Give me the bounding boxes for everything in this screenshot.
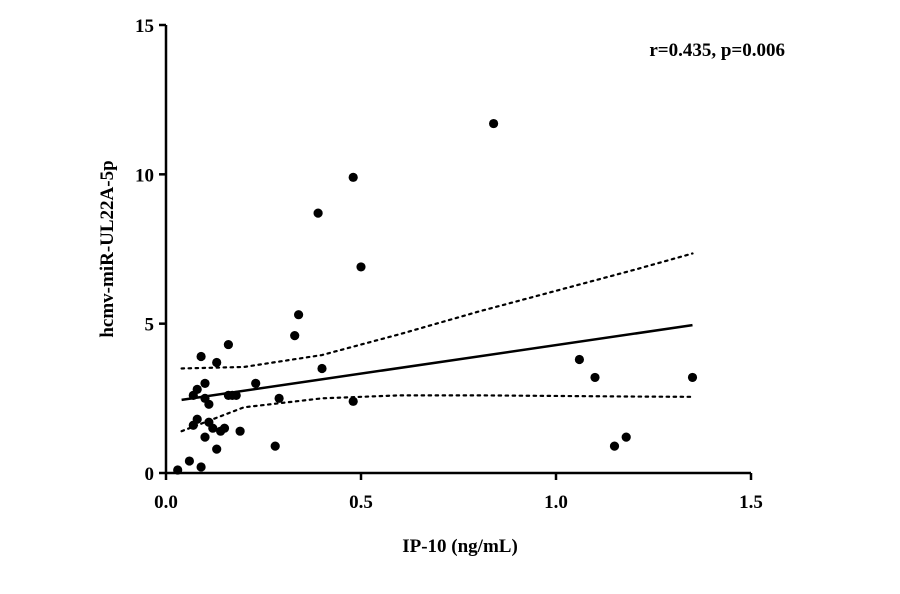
data-point: [212, 444, 222, 454]
data-point: [290, 331, 300, 341]
confidence-band-upper: [180, 252, 694, 370]
data-point: [196, 351, 206, 362]
data-point: [235, 426, 245, 436]
data-point: [212, 357, 222, 368]
data-point: [687, 372, 698, 383]
data-point: [270, 441, 280, 451]
data-point: [348, 396, 358, 406]
y-axis-title: hcmv-miR-UL22A-5p: [97, 160, 118, 337]
regression-line: [181, 323, 693, 402]
correlation-annotation: r=0.435, p=0.006: [649, 40, 785, 61]
y-tick-label: 15: [135, 16, 154, 37]
y-tick-label: 0: [145, 464, 155, 485]
confidence-band: [180, 252, 694, 433]
data-point: [489, 118, 499, 129]
axes: 0.0 0.5 1.0 1.5 0 5 10 15: [135, 16, 763, 513]
data-point: [192, 414, 202, 424]
data-point: [223, 339, 233, 350]
data-point: [200, 432, 210, 442]
data-point: [621, 432, 631, 442]
confidence-band-lower: [180, 394, 694, 433]
x-tick-label: 1.0: [544, 492, 568, 513]
data-point: [356, 262, 366, 272]
y-tick-label: 10: [135, 165, 154, 186]
x-tick-label: 1.5: [739, 492, 763, 513]
data-point: [609, 441, 620, 451]
data-point: [574, 354, 585, 365]
data-point: [200, 378, 210, 388]
regression-line-group: [181, 323, 693, 402]
data-point: [196, 462, 206, 472]
data-point: [590, 372, 600, 383]
data-point: [348, 172, 358, 182]
data-point: [317, 363, 327, 374]
x-tick-label: 0.5: [349, 492, 373, 513]
data-point: [184, 456, 194, 466]
x-tick-label: 0.0: [154, 492, 178, 513]
data-point: [274, 393, 284, 403]
data-point: [231, 390, 241, 400]
data-point: [192, 384, 202, 394]
x-axis-title: IP-10 (ng/mL): [402, 536, 518, 557]
data-point: [313, 208, 323, 218]
data-point: [294, 310, 304, 320]
data-point: [219, 423, 230, 433]
data-point: [208, 423, 218, 433]
data-point: [204, 399, 214, 409]
data-points: [173, 118, 698, 475]
y-tick-label: 5: [145, 315, 155, 336]
data-point: [251, 378, 261, 388]
data-point: [173, 465, 183, 475]
